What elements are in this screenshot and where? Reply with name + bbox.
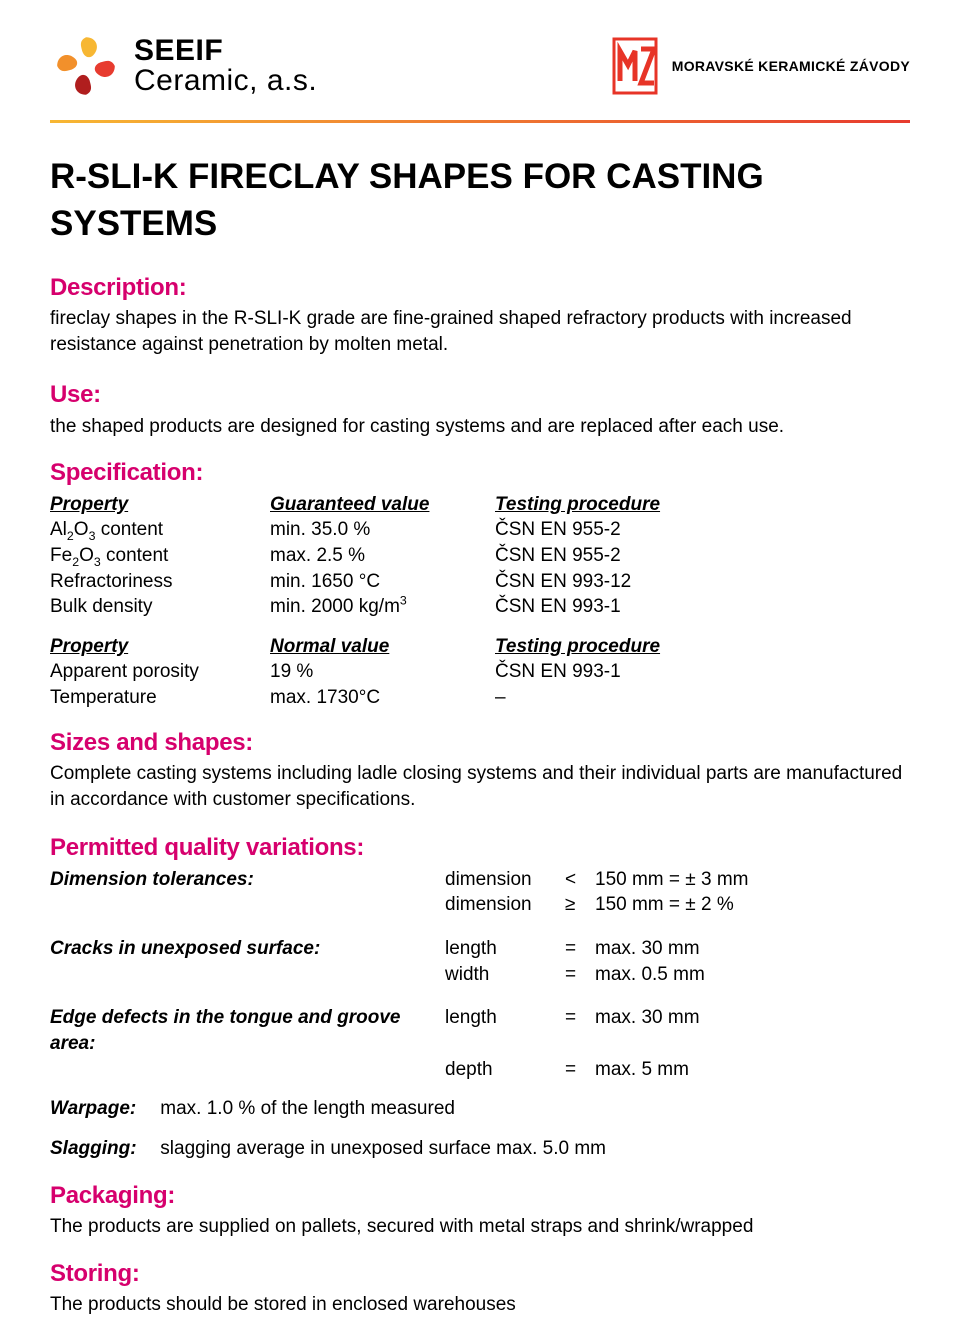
table-header-row: Property Guaranteed value Testing proced… xyxy=(50,492,910,518)
text-use: the shaped products are designed for cas… xyxy=(50,414,910,440)
variation-label: Edge defects in the tongue and groove ar… xyxy=(50,1005,445,1056)
label-slagging: Slagging: xyxy=(50,1136,155,1162)
cell-property: Temperature xyxy=(50,685,270,711)
table-header-row: Property Normal value Testing procedure xyxy=(50,634,910,660)
col-property: Property xyxy=(50,634,270,660)
col-testing: Testing procedure xyxy=(495,492,910,518)
heading-sizes: Sizes and shapes: xyxy=(50,727,910,759)
cell-property: Apparent porosity xyxy=(50,659,270,685)
cell-value: min. 35.0 % xyxy=(270,517,495,543)
text-slagging: slagging average in unexposed surface ma… xyxy=(160,1138,606,1159)
heading-storing: Storing: xyxy=(50,1258,910,1290)
text-packaging: The products are supplied on pallets, se… xyxy=(50,1214,910,1240)
heading-variations: Permitted quality variations: xyxy=(50,832,910,864)
variation-cracks: Cracks in unexposed surface:length=max. … xyxy=(50,936,910,987)
variation-row: Cracks in unexposed surface:length=max. … xyxy=(50,936,910,962)
variation-label: Dimension tolerances: xyxy=(50,867,445,893)
table-row: Apparent porosity19 %ČSN EN 993-1 xyxy=(50,659,910,685)
spec-table-guaranteed: Property Guaranteed value Testing proced… xyxy=(50,492,910,620)
heading-packaging: Packaging: xyxy=(50,1180,910,1212)
header-divider xyxy=(50,120,910,123)
logo-line2: Ceramic, a.s. xyxy=(134,66,317,96)
swirl-icon xyxy=(50,30,122,102)
cell-procedure: ČSN EN 993-12 xyxy=(495,569,910,595)
variation-value: max. 5 mm xyxy=(595,1057,910,1083)
variation-op: = xyxy=(565,962,595,988)
col-property: Property xyxy=(50,492,270,518)
variation-slagging: Slagging: slagging average in unexposed … xyxy=(50,1136,910,1162)
cell-procedure: – xyxy=(495,685,910,711)
text-description: fireclay shapes in the R-SLI-K grade are… xyxy=(50,306,910,357)
variation-label: Cracks in unexposed surface: xyxy=(50,936,445,962)
variation-edge-defects: Edge defects in the tongue and groove ar… xyxy=(50,1005,910,1082)
cell-value: min. 1650 °C xyxy=(270,569,495,595)
spec-table-normal: Property Normal value Testing procedure … xyxy=(50,634,910,711)
variation-value: max. 0.5 mm xyxy=(595,962,910,988)
page-title: R-SLI-K FIRECLAY SHAPES FOR CASTING SYST… xyxy=(50,153,910,248)
heading-specification: Specification: xyxy=(50,457,910,489)
logo-mkz: MORAVSKÉ KERAMICKÉ ZÁVODY xyxy=(612,37,910,95)
col-testing: Testing procedure xyxy=(495,634,910,660)
variation-dim: length xyxy=(445,1005,565,1056)
text-warpage: max. 1.0 % of the length measured xyxy=(160,1098,455,1119)
col-normal: Normal value xyxy=(270,634,495,660)
variation-dim: dimension xyxy=(445,892,565,918)
logo-mkz-text: MORAVSKÉ KERAMICKÉ ZÁVODY xyxy=(672,57,910,76)
text-sizes: Complete casting systems including ladle… xyxy=(50,761,910,812)
heading-use: Use: xyxy=(50,379,910,411)
variation-value: 150 mm = ± 2 % xyxy=(595,892,910,918)
variation-row: width=max. 0.5 mm xyxy=(50,962,910,988)
variation-dim: depth xyxy=(445,1057,565,1083)
text-storing: The products should be stored in enclose… xyxy=(50,1292,910,1318)
variation-row: depth=max. 5 mm xyxy=(50,1057,910,1083)
logo-seeif-text: SEEIF Ceramic, a.s. xyxy=(134,36,317,96)
variation-dimension-tolerances: Dimension tolerances:dimension<150 mm = … xyxy=(50,867,910,918)
cell-procedure: ČSN EN 955-2 xyxy=(495,517,910,543)
table-row: Refractorinessmin. 1650 °CČSN EN 993-12 xyxy=(50,569,910,595)
variation-op: = xyxy=(565,936,595,962)
variation-dim: length xyxy=(445,936,565,962)
cell-value: 19 % xyxy=(270,659,495,685)
cell-property: Bulk density xyxy=(50,594,270,620)
cell-procedure: ČSN EN 993-1 xyxy=(495,594,910,620)
variation-row: Edge defects in the tongue and groove ar… xyxy=(50,1005,910,1056)
cell-property: Fe2O3 content xyxy=(50,543,270,569)
table-row: Temperaturemax. 1730°C– xyxy=(50,685,910,711)
col-guaranteed: Guaranteed value xyxy=(270,492,495,518)
variation-op: = xyxy=(565,1057,595,1083)
table-row: Fe2O3 contentmax. 2.5 %ČSN EN 955-2 xyxy=(50,543,910,569)
variation-label xyxy=(50,1057,445,1083)
variation-value: 150 mm = ± 3 mm xyxy=(595,867,910,893)
logo-line1: SEEIF xyxy=(134,36,317,66)
variation-op: < xyxy=(565,867,595,893)
table-row: Al2O3 contentmin. 35.0 %ČSN EN 955-2 xyxy=(50,517,910,543)
variation-value: max. 30 mm xyxy=(595,1005,910,1056)
logo-seeif: SEEIF Ceramic, a.s. xyxy=(50,30,317,102)
cell-property: Refractoriness xyxy=(50,569,270,595)
variation-op: ≥ xyxy=(565,892,595,918)
cell-value: max. 2.5 % xyxy=(270,543,495,569)
heading-description: Description: xyxy=(50,272,910,304)
variation-dim: dimension xyxy=(445,867,565,893)
cell-property: Al2O3 content xyxy=(50,517,270,543)
variation-row: dimension≥150 mm = ± 2 % xyxy=(50,892,910,918)
variation-label xyxy=(50,962,445,988)
variation-dim: width xyxy=(445,962,565,988)
variation-value: max. 30 mm xyxy=(595,936,910,962)
page-header: SEEIF Ceramic, a.s. MORAVSKÉ KERAMICKÉ Z… xyxy=(50,30,910,120)
variation-op: = xyxy=(565,1005,595,1056)
variation-warpage: Warpage: max. 1.0 % of the length measur… xyxy=(50,1096,910,1122)
label-warpage: Warpage: xyxy=(50,1096,155,1122)
table-row: Bulk densitymin. 2000 kg/m3ČSN EN 993-1 xyxy=(50,594,910,620)
variation-row: Dimension tolerances:dimension<150 mm = … xyxy=(50,867,910,893)
cell-procedure: ČSN EN 993-1 xyxy=(495,659,910,685)
mkz-icon xyxy=(612,37,658,95)
variation-label xyxy=(50,892,445,918)
cell-value: max. 1730°C xyxy=(270,685,495,711)
cell-value: min. 2000 kg/m3 xyxy=(270,594,495,620)
cell-procedure: ČSN EN 955-2 xyxy=(495,543,910,569)
